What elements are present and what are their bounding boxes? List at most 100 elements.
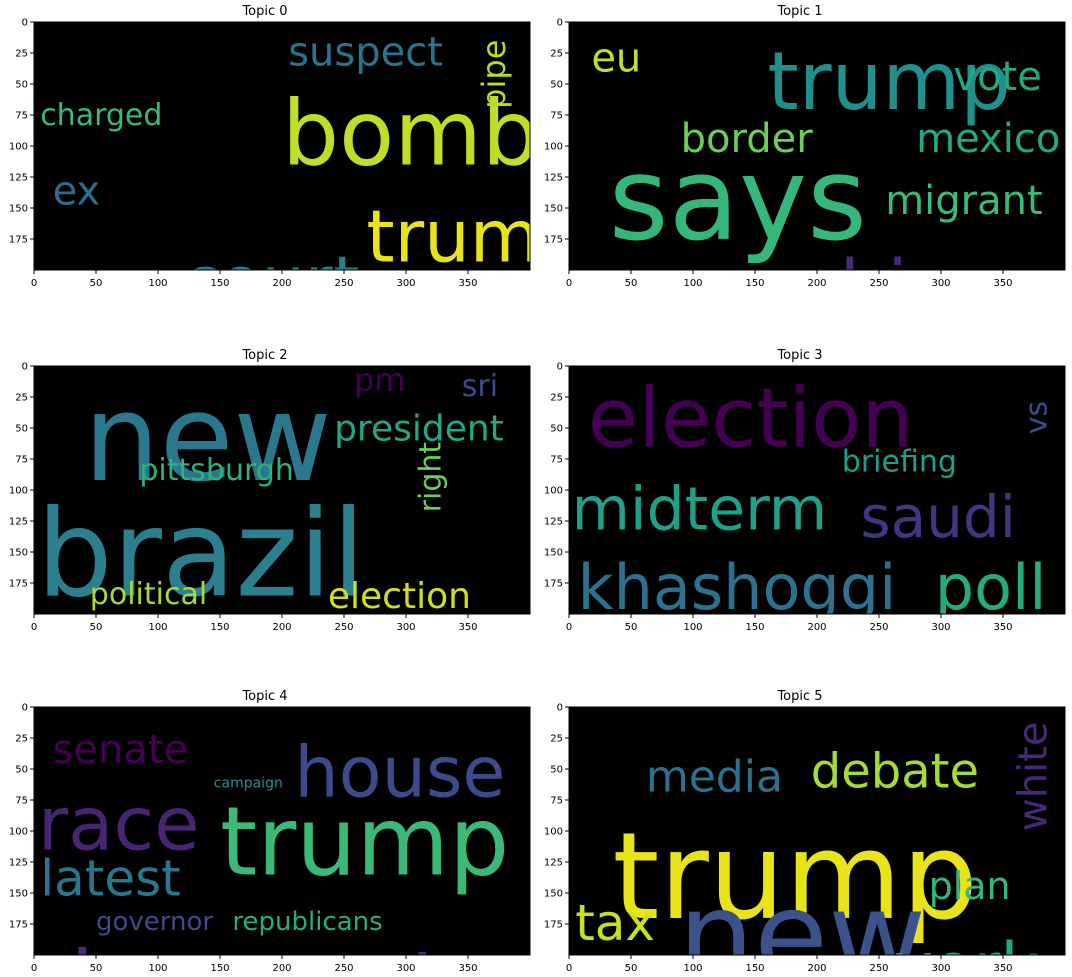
word-label: trump xyxy=(366,194,585,278)
y-tick-label: 150 xyxy=(9,889,28,900)
x-tick-label: 250 xyxy=(869,278,888,289)
y-tick-label: 150 xyxy=(9,548,28,559)
y-tick-label: 100 xyxy=(544,486,563,497)
x-tick-label: 100 xyxy=(683,622,702,633)
y-tick-label: 0 xyxy=(22,18,28,29)
word-label: debate xyxy=(811,744,979,800)
y-tick-label: 50 xyxy=(15,424,28,435)
x-tick-label: 150 xyxy=(745,622,764,633)
word-label: pittsburgh xyxy=(139,453,293,488)
y-tick-label: 50 xyxy=(550,765,563,776)
word-label: ex xyxy=(53,168,101,214)
word-label: tax xyxy=(575,894,655,952)
y-tick-label: 125 xyxy=(544,858,563,869)
x-tick-label: 0 xyxy=(31,622,37,633)
word-label: house xyxy=(294,731,505,813)
panel-title: Topic 5 xyxy=(777,689,823,704)
x-tick-label: 0 xyxy=(566,278,572,289)
plot-background xyxy=(34,366,530,614)
x-tick-label: 0 xyxy=(31,963,37,974)
word-label: saudi xyxy=(860,483,1015,551)
y-tick-label: 0 xyxy=(557,18,563,29)
y-tick-label: 50 xyxy=(550,80,563,91)
x-tick-label: 50 xyxy=(90,278,103,289)
x-tick-label: 200 xyxy=(272,278,291,289)
word-label: pm xyxy=(354,361,405,399)
word-label: migrant xyxy=(885,178,1042,224)
word-label: sri xyxy=(462,369,498,404)
word-label: campaign xyxy=(214,776,283,792)
y-tick-label: 75 xyxy=(550,455,563,466)
x-tick-label: 150 xyxy=(210,278,229,289)
word-label: vs xyxy=(1019,401,1054,434)
y-tick-label: 25 xyxy=(15,393,28,404)
word-label: governor xyxy=(96,907,213,937)
y-tick-label: 125 xyxy=(9,517,28,528)
x-tick-label: 0 xyxy=(566,622,572,633)
plot-background xyxy=(569,22,1065,270)
word-label: court xyxy=(183,243,360,322)
x-tick-label: 350 xyxy=(458,622,477,633)
x-tick-label: 350 xyxy=(458,963,477,974)
x-tick-label: 100 xyxy=(148,963,167,974)
topic-panel: Topic 4 house race trump senate latest govern… xyxy=(0,685,531,975)
y-tick-label: 150 xyxy=(544,548,563,559)
word-label: trump xyxy=(612,808,978,947)
word-label: suspect xyxy=(288,29,443,75)
y-tick-label: 175 xyxy=(544,235,563,246)
x-tick-label: 300 xyxy=(396,963,415,974)
y-tick-label: 100 xyxy=(9,142,28,153)
x-tick-label: 50 xyxy=(625,278,638,289)
x-tick-label: 0 xyxy=(566,963,572,974)
x-tick-label: 150 xyxy=(210,963,229,974)
y-tick-label: 50 xyxy=(550,424,563,435)
x-tick-label: 350 xyxy=(993,622,1012,633)
x-tick-label: 100 xyxy=(148,622,167,633)
x-tick-label: 100 xyxy=(683,963,702,974)
word-label: election xyxy=(328,576,471,617)
x-tick-label: 250 xyxy=(334,278,353,289)
word-label: latest xyxy=(40,849,181,907)
x-tick-label: 300 xyxy=(396,278,415,289)
word-label: white xyxy=(1010,722,1056,831)
x-tick-label: 300 xyxy=(396,622,415,633)
y-tick-label: 175 xyxy=(544,920,563,931)
word-label: political xyxy=(90,577,207,612)
y-tick-label: 75 xyxy=(15,455,28,466)
word-label: race xyxy=(38,782,200,868)
y-tick-label: 175 xyxy=(544,579,563,590)
word-label: bomb xyxy=(282,82,539,187)
x-tick-label: 350 xyxy=(993,963,1012,974)
topic-panel: Topic 3 election midterm saudi khashoggi pol… xyxy=(535,344,1066,634)
y-tick-label: 50 xyxy=(15,765,28,776)
y-tick-label: 25 xyxy=(550,734,563,745)
word-label: vote xyxy=(953,54,1041,100)
word-label: mexico xyxy=(916,116,1060,162)
word-label: brazil xyxy=(36,485,365,624)
panel-title: Topic 0 xyxy=(242,4,288,19)
topic-panel: Topic 0 bomb trump court suspect charged ex po… xyxy=(0,0,531,290)
x-tick-label: 100 xyxy=(148,278,167,289)
y-tick-label: 0 xyxy=(22,703,28,714)
x-tick-label: 250 xyxy=(869,963,888,974)
word-label: trump xyxy=(220,787,509,897)
x-tick-label: 350 xyxy=(993,278,1012,289)
word-label: khashoggi xyxy=(578,551,897,624)
y-tick-label: 75 xyxy=(550,111,563,122)
topic-panel: Topic 5 media debate trump new tax plan white y… xyxy=(535,685,1066,975)
x-tick-label: 350 xyxy=(458,278,477,289)
word-label: president xyxy=(334,408,504,449)
x-tick-label: 50 xyxy=(90,622,103,633)
x-tick-label: 300 xyxy=(931,622,950,633)
plot-background xyxy=(569,366,1065,614)
word-label: border xyxy=(681,116,814,162)
y-tick-label: 100 xyxy=(9,486,28,497)
word-label: says xyxy=(609,133,867,267)
x-tick-label: 150 xyxy=(745,963,764,974)
x-tick-label: 50 xyxy=(625,963,638,974)
x-tick-label: 300 xyxy=(931,278,950,289)
y-tick-label: 25 xyxy=(15,734,28,745)
